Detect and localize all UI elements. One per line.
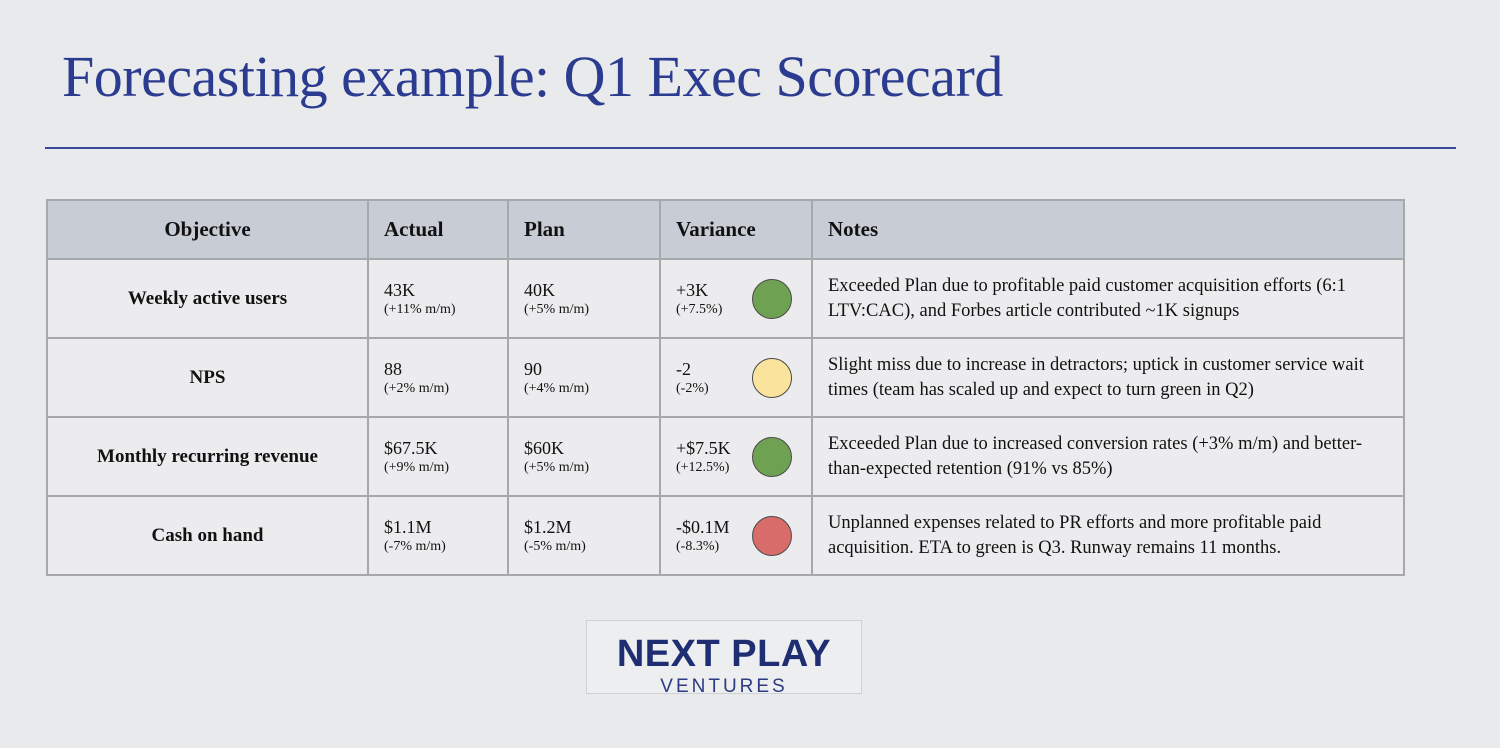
plan-value: $60K	[524, 437, 564, 458]
actual-change: (-7% m/m)	[384, 538, 446, 554]
table-row: NPS 88 (+2% m/m) 90 (+4% m/m) -2 (-2%) S…	[46, 337, 1405, 418]
actual-cell: $67.5K (+9% m/m)	[367, 416, 509, 497]
actual-cell: $1.1M (-7% m/m)	[367, 495, 509, 576]
title-divider	[45, 147, 1456, 149]
plan-change: (-5% m/m)	[524, 538, 586, 554]
variance-cell: -$0.1M (-8.3%)	[659, 495, 813, 576]
plan-cell: 90 (+4% m/m)	[507, 337, 661, 418]
table-header-row: Objective Actual Plan Variance Notes	[46, 199, 1405, 260]
table-row: Cash on hand $1.1M (-7% m/m) $1.2M (-5% …	[46, 495, 1405, 576]
objective-cell: Weekly active users	[46, 258, 369, 339]
status-indicator-yellow	[752, 357, 792, 398]
plan-value: 40K	[524, 279, 555, 300]
variance-cell: +$7.5K (+12.5%)	[659, 416, 813, 497]
plan-change: (+4% m/m)	[524, 380, 590, 396]
plan-change: (+5% m/m)	[524, 459, 590, 475]
column-header-plan: Plan	[507, 199, 661, 260]
objective-cell: Monthly recurring revenue	[46, 416, 369, 497]
table-row: Weekly active users 43K (+11% m/m) 40K (…	[46, 258, 1405, 339]
variance-value: -2	[676, 358, 691, 379]
variance-value: +3K	[676, 279, 709, 300]
logo-wordmark: NEXT PLAY	[616, 633, 832, 675]
objective-cell: Cash on hand	[46, 495, 369, 576]
column-header-variance: Variance	[659, 199, 813, 260]
notes-cell: Exceeded Plan due to profitable paid cus…	[811, 258, 1405, 339]
status-indicator-green	[752, 436, 792, 477]
actual-cell: 43K (+11% m/m)	[367, 258, 509, 339]
page-title: Forecasting example: Q1 Exec Scorecard	[62, 44, 1003, 109]
actual-cell: 88 (+2% m/m)	[367, 337, 509, 418]
variance-cell: -2 (-2%)	[659, 337, 813, 418]
next-play-ventures-logo: NEXT PLAY VENTURES	[586, 620, 862, 697]
status-indicator-red	[752, 515, 792, 556]
status-indicator-green	[752, 278, 792, 319]
actual-value: $67.5K	[384, 437, 438, 458]
actual-value: 43K	[384, 279, 415, 300]
plan-cell: $1.2M (-5% m/m)	[507, 495, 661, 576]
plan-cell: 40K (+5% m/m)	[507, 258, 661, 339]
actual-change: (+2% m/m)	[384, 380, 450, 396]
table-row: Monthly recurring revenue $67.5K (+9% m/…	[46, 416, 1405, 497]
plan-cell: $60K (+5% m/m)	[507, 416, 661, 497]
notes-cell: Unplanned expenses related to PR efforts…	[811, 495, 1405, 576]
column-header-actual: Actual	[367, 199, 509, 260]
variance-percent: (-2%)	[676, 380, 709, 396]
notes-cell: Exceeded Plan due to increased conversio…	[811, 416, 1405, 497]
scorecard-table: Objective Actual Plan Variance Notes Wee…	[46, 199, 1405, 576]
objective-cell: NPS	[46, 337, 369, 418]
actual-value: $1.1M	[384, 516, 432, 537]
variance-percent: (+7.5%)	[676, 301, 723, 317]
variance-percent: (-8.3%)	[676, 538, 720, 554]
variance-percent: (+12.5%)	[676, 459, 730, 475]
logo-subtitle: VENTURES	[660, 676, 788, 697]
variance-cell: +3K (+7.5%)	[659, 258, 813, 339]
variance-value: +$7.5K	[676, 437, 731, 458]
plan-change: (+5% m/m)	[524, 301, 590, 317]
variance-value: -$0.1M	[676, 516, 730, 537]
actual-change: (+11% m/m)	[384, 301, 456, 317]
actual-value: 88	[384, 358, 402, 379]
column-header-objective: Objective	[46, 199, 369, 260]
actual-change: (+9% m/m)	[384, 459, 450, 475]
notes-cell: Slight miss due to increase in detractor…	[811, 337, 1405, 418]
plan-value: $1.2M	[524, 516, 572, 537]
plan-value: 90	[524, 358, 542, 379]
column-header-notes: Notes	[811, 199, 1405, 260]
